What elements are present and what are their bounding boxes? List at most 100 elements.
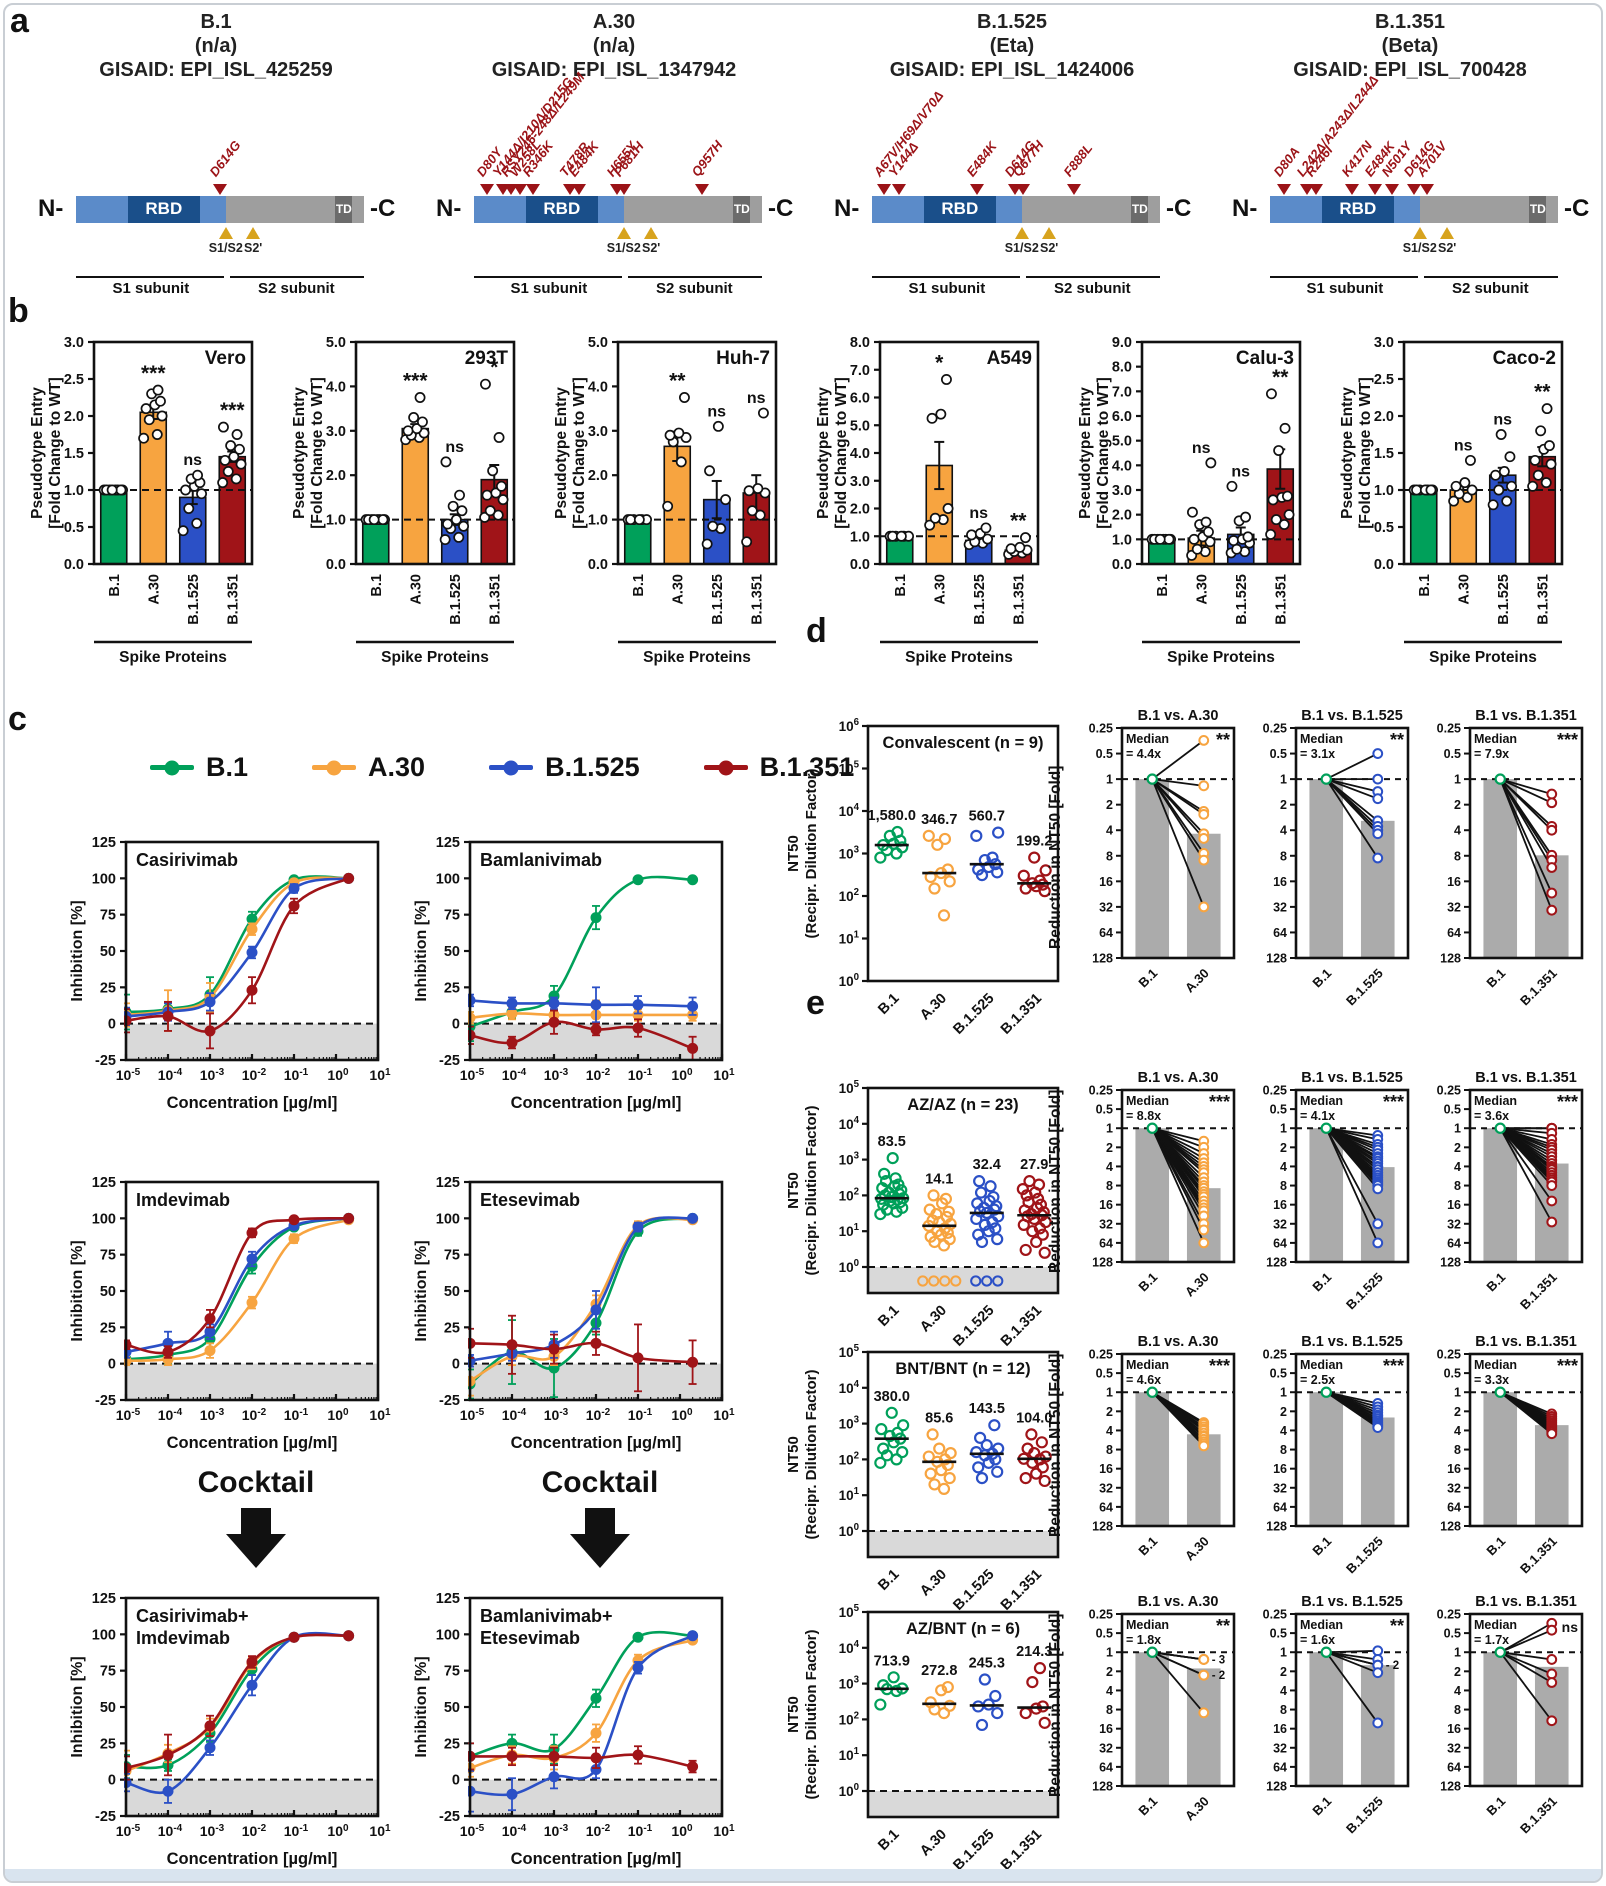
chart-text: 1 (1106, 1122, 1113, 1136)
chart-el: 0 (854, 1258, 859, 1269)
tick-label: 102 (839, 1450, 860, 1467)
data-point (151, 429, 163, 440)
tick-label: 10-1 (284, 1067, 309, 1083)
chart-text: 8 (1454, 849, 1461, 863)
spike-diagram-B.1.351: B.1.351 (Beta) GISAID: EPI_ISL_700428 D80A L… (1224, 10, 1596, 310)
negative-region (126, 1363, 378, 1400)
nt50-point-A.30 (922, 1450, 935, 1463)
chart-text: 2 (1280, 1141, 1287, 1155)
chart-el: 3 (854, 1151, 860, 1162)
data-point (219, 454, 231, 466)
nt50-point-A.30 (928, 882, 941, 895)
spike-segment (923, 196, 996, 223)
chart-text: 128 (1266, 1256, 1287, 1270)
nt50-point-B.1 (878, 1167, 891, 1180)
chart-text: 2 (1454, 1665, 1461, 1679)
data-point (1495, 429, 1507, 440)
data-point (704, 465, 715, 477)
chart-text: ** (1216, 1616, 1230, 1636)
data-point-B.1.525 (687, 1630, 699, 1642)
nt50-point-B.1.525 (987, 1190, 1000, 1204)
lod-band (868, 1531, 1058, 1557)
fold-point (1546, 1668, 1558, 1680)
nt50-point-B.1 (885, 1406, 898, 1419)
data-point (1270, 514, 1282, 526)
spike-segment (995, 196, 1022, 223)
subunit-label: S1 subunit (112, 280, 190, 297)
chart-text: 1 (1106, 1646, 1113, 1660)
tick-label: 104 (839, 802, 860, 819)
chart-el: 4 (854, 1115, 860, 1126)
chart-el: 2 (854, 1710, 860, 1721)
chart-text: *** (1557, 730, 1578, 750)
chart-text: 125 (92, 1591, 116, 1607)
data-point (1202, 526, 1214, 538)
data-point (454, 489, 465, 501)
chart-text: A.30 (1194, 574, 1210, 605)
chart-text: 64 (1447, 1236, 1461, 1250)
bar-B.1 (1483, 1392, 1518, 1526)
data-point (1425, 484, 1437, 496)
chart-text: B.1.525 (1343, 966, 1386, 1009)
chart-text: 32 (1447, 1481, 1461, 1495)
spike-segment (733, 196, 751, 223)
chart-text: 100 (92, 1211, 116, 1227)
reduction-axis-label: Reduction in NT50 [Fold] (1047, 1089, 1064, 1273)
bar-chart-Calu-3: 0.0 1.0 2.0 3.0 4.0 5.0 6.0 7.0 8.0 9.0 ns ns **Calu… (1077, 335, 1302, 666)
chart-text: = 4.4x (1126, 747, 1161, 761)
chart-text: 8.0 (1112, 360, 1132, 376)
nt50-point-B.1.351 (1019, 882, 1032, 895)
plot-frame (878, 340, 1040, 566)
data-point (1205, 457, 1217, 469)
chart-text: Caco-2 (1493, 348, 1556, 369)
chart-text: 4 (1280, 824, 1287, 838)
panel-b-label: b (8, 292, 29, 330)
bar-B.1 (1135, 1652, 1170, 1786)
chart-text: - 2 (1386, 1660, 1399, 1672)
chart-text: B.1 (1483, 1794, 1508, 1819)
mutation-arrow-icon (213, 184, 227, 195)
fold-point (1546, 1654, 1558, 1665)
bar-B.1 (1483, 1128, 1518, 1262)
mutation-arrow-icon (970, 184, 985, 195)
chart-text: B.1 (1135, 1534, 1160, 1559)
data-point (675, 456, 687, 468)
chart-text: 4 (1106, 1160, 1113, 1174)
data-point (458, 520, 469, 532)
data-point (191, 517, 203, 529)
tick-label: 10-3 (544, 1823, 569, 1839)
data-point (757, 407, 769, 419)
chart-line (1499, 1651, 1553, 1684)
subunit-line (1270, 276, 1419, 278)
data-point (966, 529, 977, 541)
spike-segment (1546, 196, 1558, 223)
chart-text: 9.0 (1112, 335, 1132, 351)
panel-a-spike-diagrams: B.1 (n/a) GISAID: EPI_ISL_425259 D614G RBD TD… (0, 10, 1606, 310)
chart-text: A.30 (1182, 1534, 1212, 1564)
data-point-B.1.351 (162, 1010, 174, 1022)
chart-text: 64 (1273, 1760, 1287, 1774)
data-point (940, 374, 952, 385)
data-point (924, 519, 936, 531)
nt50-point-B.1.351 (1038, 1246, 1051, 1259)
tick-label: 101 (839, 1746, 860, 1763)
chart-text: B.1.351 (1011, 574, 1027, 625)
cocktail-label-right: Cocktail (541, 1466, 659, 1499)
data-point-A.30 (204, 1345, 216, 1357)
plot-frame (124, 1596, 380, 1818)
chart-text: 50 (100, 944, 116, 960)
nt50-point-A.30 (931, 838, 944, 851)
nt50-point-B.1.525 (972, 1461, 985, 1474)
chart-text: 125 (92, 1175, 116, 1191)
chart-text: 0.5 (64, 520, 84, 536)
data-point (1540, 477, 1552, 489)
tick-label: 10-5 (460, 1407, 485, 1423)
cleavage-site-arrow-icon (246, 227, 261, 239)
nt50-point-B.1.525 (991, 1706, 1004, 1720)
chart-text: B.1 vs. B.1.525 (1301, 1594, 1403, 1610)
lod-band (868, 1267, 1058, 1293)
chart-text: = 4.6x (1126, 1373, 1161, 1387)
chart-text: 0.5 (1444, 1627, 1461, 1641)
data-point (143, 414, 155, 426)
subunit-label: S2 subunit (257, 280, 335, 297)
